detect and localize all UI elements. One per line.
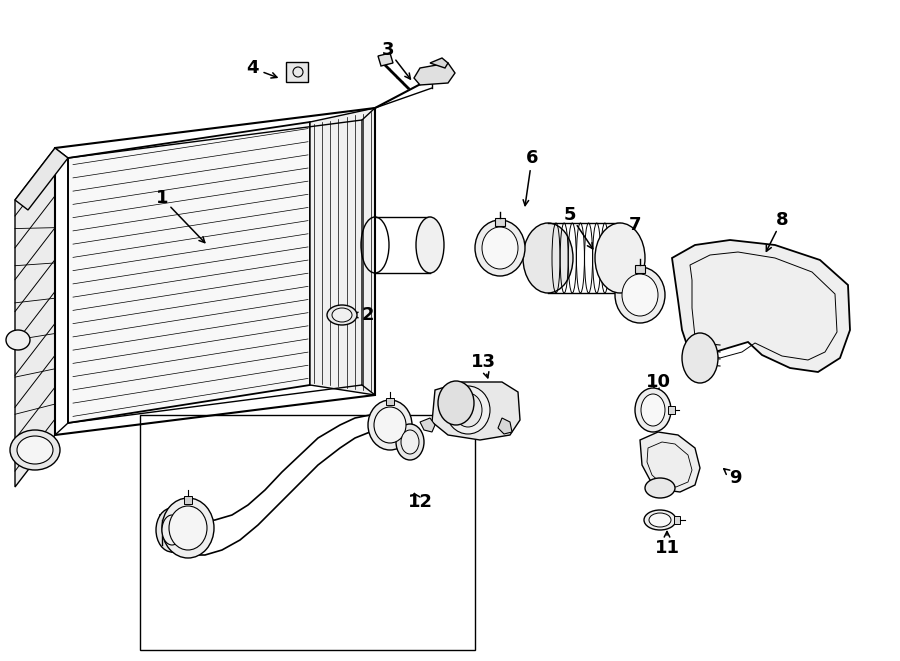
- Polygon shape: [15, 148, 68, 210]
- Ellipse shape: [401, 430, 419, 454]
- Ellipse shape: [645, 478, 675, 498]
- Ellipse shape: [615, 267, 665, 323]
- Text: 10: 10: [645, 373, 670, 391]
- Bar: [140, 415, 475, 650]
- Ellipse shape: [156, 508, 188, 552]
- Ellipse shape: [10, 430, 60, 470]
- Text: 6: 6: [526, 149, 538, 167]
- Polygon shape: [498, 418, 512, 434]
- Polygon shape: [414, 63, 455, 85]
- Ellipse shape: [416, 217, 444, 273]
- Polygon shape: [378, 53, 393, 66]
- Polygon shape: [184, 496, 192, 504]
- Ellipse shape: [368, 400, 412, 450]
- Polygon shape: [420, 418, 435, 432]
- Ellipse shape: [396, 424, 424, 460]
- Ellipse shape: [374, 407, 406, 443]
- Bar: [286, 62, 308, 82]
- Ellipse shape: [438, 381, 474, 425]
- Ellipse shape: [169, 506, 207, 550]
- Polygon shape: [495, 218, 505, 226]
- Ellipse shape: [454, 393, 482, 427]
- Polygon shape: [635, 265, 645, 273]
- Polygon shape: [15, 148, 55, 487]
- Polygon shape: [430, 58, 448, 68]
- Text: 4: 4: [246, 59, 258, 77]
- Text: 1: 1: [156, 189, 168, 207]
- Ellipse shape: [17, 436, 53, 464]
- Polygon shape: [672, 240, 850, 372]
- Ellipse shape: [332, 308, 352, 322]
- Ellipse shape: [682, 333, 718, 383]
- Polygon shape: [668, 406, 675, 414]
- Polygon shape: [310, 108, 375, 395]
- Ellipse shape: [649, 513, 671, 527]
- Ellipse shape: [162, 498, 214, 558]
- Ellipse shape: [475, 220, 525, 276]
- Ellipse shape: [622, 274, 658, 316]
- Ellipse shape: [635, 388, 671, 432]
- Ellipse shape: [595, 223, 645, 293]
- Polygon shape: [674, 516, 680, 524]
- Text: 7: 7: [629, 216, 641, 234]
- Text: 3: 3: [382, 41, 394, 59]
- Text: 12: 12: [408, 493, 433, 511]
- Text: 5: 5: [563, 206, 576, 224]
- Ellipse shape: [327, 305, 357, 325]
- Polygon shape: [432, 382, 520, 440]
- Polygon shape: [68, 122, 310, 423]
- Ellipse shape: [482, 227, 518, 269]
- Ellipse shape: [6, 330, 30, 350]
- Polygon shape: [640, 432, 700, 492]
- Ellipse shape: [446, 386, 490, 434]
- Text: 2: 2: [362, 306, 374, 324]
- Polygon shape: [386, 398, 394, 405]
- Ellipse shape: [162, 515, 182, 545]
- Text: 8: 8: [776, 211, 788, 229]
- Ellipse shape: [523, 223, 573, 293]
- Text: 13: 13: [471, 353, 496, 371]
- Ellipse shape: [644, 510, 676, 530]
- Text: 11: 11: [654, 539, 680, 557]
- Ellipse shape: [641, 394, 665, 426]
- Text: 9: 9: [729, 469, 742, 487]
